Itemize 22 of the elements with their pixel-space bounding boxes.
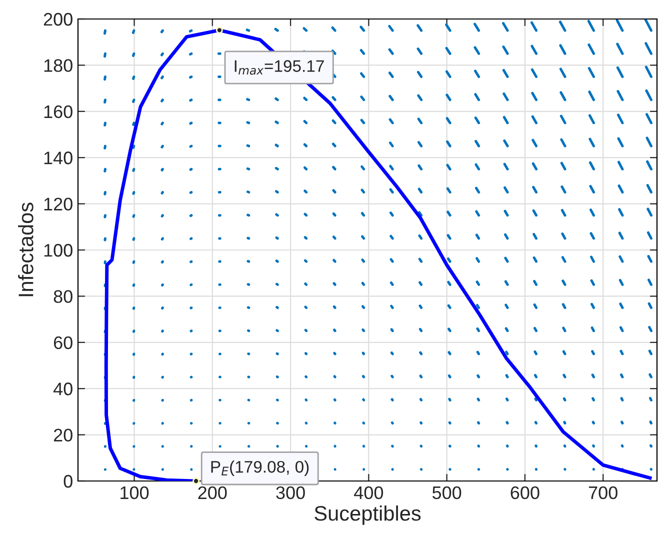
x-tick-label: 500: [432, 486, 462, 500]
x-tick-label: 400: [354, 486, 384, 500]
y-axis-title: Infectados: [18, 202, 34, 296]
x-tick-label: 300: [276, 486, 305, 500]
annotation: P$_{E}$(179.08, 0): [211, 460, 309, 476]
y-tick-label: 120: [44, 198, 72, 211]
y-tick-label: 80: [54, 290, 72, 303]
x-axis-title: Suceptibles: [314, 505, 421, 525]
y-tick-label: 160: [44, 105, 72, 118]
x-tick-label: 600: [510, 486, 540, 500]
y-tick-label: 0: [64, 474, 72, 488]
y-tick-label: 200: [44, 12, 72, 26]
y-tick-label: 40: [53, 382, 72, 396]
annotation: I$_{max}$=195.17: [234, 60, 324, 75]
y-tick-label: 20: [54, 428, 72, 442]
y-tick-label: 180: [44, 59, 72, 72]
x-tick-label: 100: [120, 486, 149, 500]
y-tick-label: 100: [44, 244, 72, 257]
y-tick-label: 140: [44, 152, 72, 164]
x-tick-label: 200: [198, 486, 227, 500]
y-tick-label: 60: [54, 336, 72, 350]
x-tick-label: 700: [588, 486, 618, 500]
